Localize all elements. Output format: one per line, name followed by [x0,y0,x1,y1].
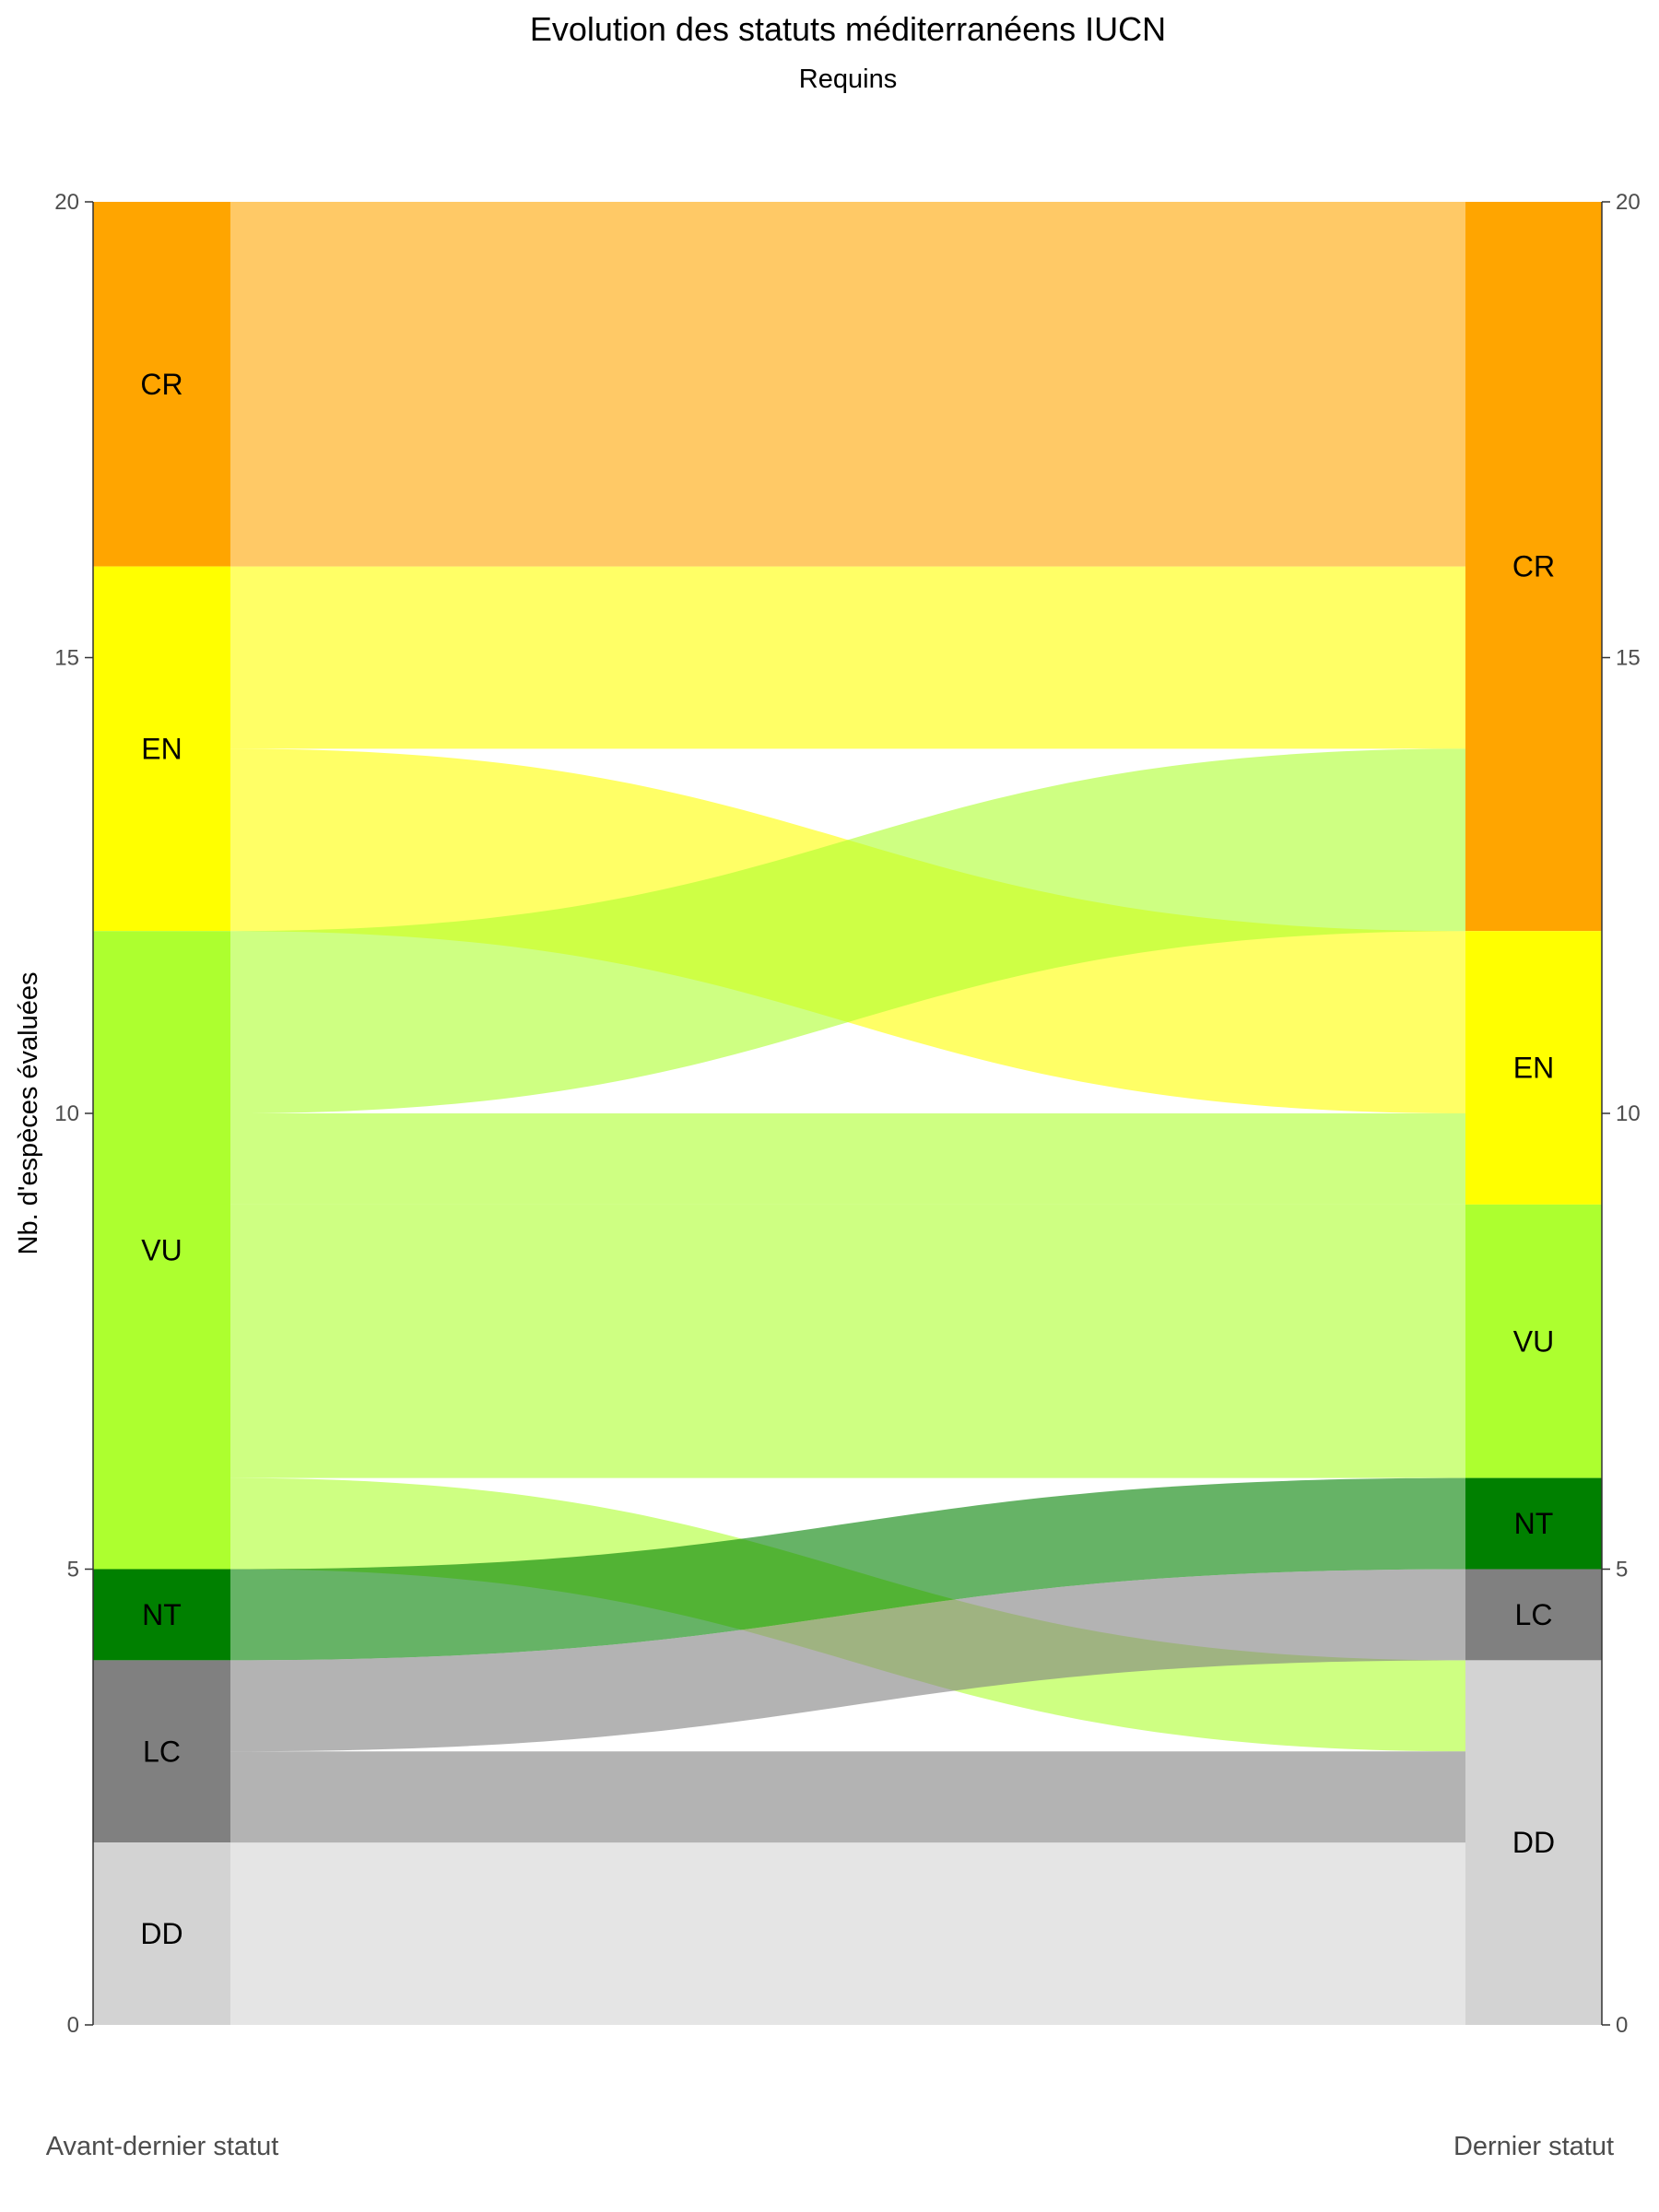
left-y-tick-label: 0 [67,2013,79,2038]
left-y-tick-label: 15 [54,646,79,671]
left-stratum-label-lc: LC [143,1735,181,1768]
left-stratum-cr [93,202,230,567]
right-y-tick-label: 10 [1616,1101,1641,1126]
chart-subtitle: Requins [799,65,897,94]
right-axis-name: Dernier statut [1453,2132,1614,2161]
flow-dd-to-dd [230,1842,1465,2025]
right-stratum-cr [1465,202,1602,932]
flow-lc-to-dd [230,1751,1465,1843]
right-stratum-dd [1465,1660,1602,2025]
right-stratum-label-en: EN [1513,1052,1554,1085]
left-y-tick-label: 5 [67,1558,79,1583]
right-stratum-label-nt: NT [1514,1507,1554,1540]
flows-layer [230,202,1465,2025]
right-y-tick-label: 20 [1616,190,1641,215]
right-stratum-vu [1465,1204,1602,1478]
y-axis-label: Nb. d'espèces évaluées [14,971,43,1254]
right-stratum-lc [1465,1569,1602,1661]
axes-layer: 0 0 5 5 10 10 15 15 20 20 [54,190,1640,2038]
left-stratum-nt [93,1569,230,1661]
strata-layer: CR EN VU NT LC DD CR EN VU NT LC DD [93,202,1602,2025]
left-stratum-lc [93,1660,230,1843]
left-stratum-label-nt: NT [142,1598,182,1631]
flow-vu-to-vu [230,1204,1465,1478]
left-stratum-label-en: EN [141,732,182,765]
left-stratum-en [93,566,230,932]
left-stratum-dd [93,1842,230,2025]
left-y-tick-label: 10 [54,1101,79,1126]
left-stratum-label-dd: DD [140,1917,182,1950]
chart-title: Evolution des statuts méditerranéens IUC… [530,10,1166,48]
right-y-tick-label: 15 [1616,646,1641,671]
left-stratum-label-cr: CR [140,368,182,401]
right-y-tick-label: 5 [1616,1558,1628,1583]
right-y-tick-label: 0 [1616,2013,1628,2038]
right-stratum-label-lc: LC [1515,1598,1553,1631]
right-stratum-nt [1465,1477,1602,1570]
left-stratum-label-vu: VU [141,1233,182,1266]
flow-vu-to-cr [230,748,1465,1113]
flow-en-to-cr [230,566,1465,749]
flow-vu-to-en [230,1113,1465,1205]
right-stratum-en [1465,931,1602,1205]
flow-cr-to-cr [230,202,1465,567]
right-stratum-label-cr: CR [1512,550,1555,583]
right-stratum-label-dd: DD [1512,1826,1555,1859]
flow-nt-to-nt [230,1477,1465,1661]
left-y-tick-label: 20 [54,190,79,215]
right-stratum-label-vu: VU [1513,1324,1554,1358]
flow-lc-to-lc [230,1569,1465,1752]
left-axis-name: Avant-dernier statut [46,2132,279,2161]
left-stratum-vu [93,931,230,1570]
